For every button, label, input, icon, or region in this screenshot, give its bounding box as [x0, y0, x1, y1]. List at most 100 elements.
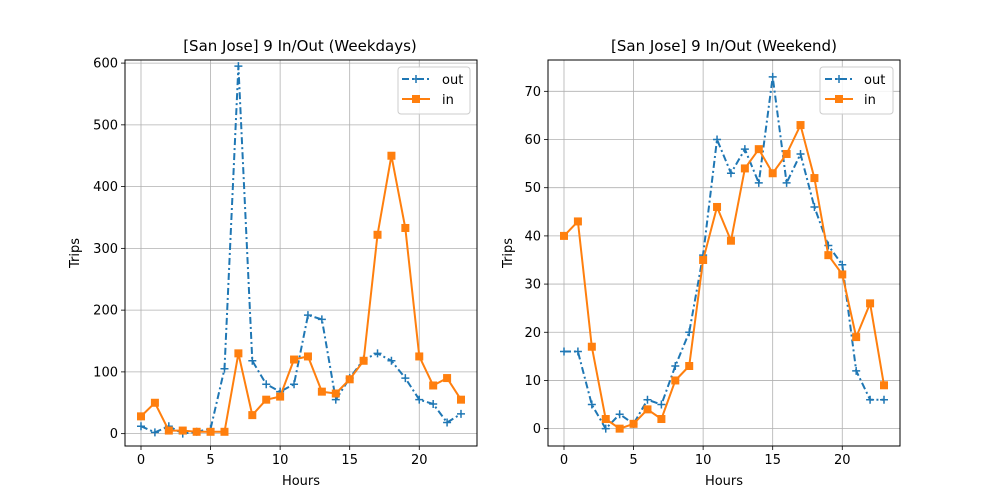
data-point-out [373, 349, 382, 358]
data-point-out [685, 328, 694, 337]
data-point-in [276, 392, 285, 401]
data-point-in [560, 231, 568, 240]
data-point-out [852, 366, 861, 375]
data-point-in [164, 426, 173, 435]
y-tick-label: 20 [524, 326, 541, 341]
y-tick-label: 10 [524, 374, 541, 389]
data-point-in [429, 381, 438, 390]
y-axis-label: Trips [68, 238, 83, 269]
data-point-in [852, 333, 861, 342]
x-axis-label: Hours [705, 474, 743, 489]
data-point-out [866, 395, 875, 404]
data-point-in [331, 389, 340, 398]
grid [548, 60, 900, 446]
data-point-in [699, 255, 708, 264]
plot-frame [547, 59, 901, 447]
data-point-in [192, 427, 201, 436]
data-point-out [782, 178, 791, 187]
legend-out-label: out [864, 73, 885, 88]
series-line-out [140, 65, 462, 435]
data-point-in [359, 356, 368, 365]
y-tick-label: 50 [524, 181, 541, 196]
y-tick-label: 0 [533, 422, 541, 437]
data-point-out [615, 410, 624, 419]
legend-out-label: out [442, 73, 463, 88]
data-point-in [303, 352, 312, 361]
data-point-out [443, 418, 452, 427]
data-point-in [262, 395, 271, 404]
legend-out-marker [835, 75, 843, 83]
chart-title: [San Jose] 9 In/Out (Weekend) [611, 37, 837, 55]
x-axis-label: Hours [282, 474, 320, 489]
data-point-out [150, 428, 159, 437]
data-point-in [629, 419, 638, 428]
x-tick-label: 0 [560, 453, 568, 468]
data-point-in [768, 169, 777, 178]
y-tick-label: 400 [93, 180, 118, 195]
legend: out in [819, 66, 894, 115]
legend-in-marker [412, 95, 420, 103]
y-tick-label: 500 [93, 118, 118, 133]
ticks: 0 5 10 15 20 0 10 20 30 40 50 60 70 [524, 85, 850, 468]
data-point-out [726, 169, 735, 178]
data-point-out [317, 315, 326, 324]
data-point-in [206, 427, 215, 436]
data-point-out [387, 356, 396, 365]
data-point-in [415, 352, 424, 361]
data-point-in [248, 411, 257, 420]
y-tick-label: 40 [524, 229, 541, 244]
data-point-in [671, 376, 680, 385]
y-tick-label: 0 [110, 427, 118, 442]
data-point-out [290, 380, 299, 389]
data-point-out [601, 424, 610, 433]
data-point-in [345, 375, 354, 384]
x-tick-label: 20 [411, 453, 428, 468]
y-axis-label: Trips [501, 238, 516, 269]
data-point-out [560, 347, 568, 356]
data-point-in [713, 202, 722, 211]
data-point-out [248, 356, 257, 365]
x-tick-label: 5 [206, 453, 214, 468]
data-point-in [880, 381, 888, 390]
data-point-out [457, 409, 465, 418]
data-point-out [220, 364, 229, 373]
data-point-in [685, 362, 694, 371]
x-tick-label: 5 [629, 453, 637, 468]
y-tick-label: 600 [93, 57, 118, 72]
data-point-out [671, 362, 680, 371]
data-point-in [443, 374, 452, 383]
data-point-in [754, 145, 763, 154]
series [137, 62, 465, 438]
y-tick-label: 30 [524, 278, 541, 293]
x-tick-label: 15 [764, 453, 781, 468]
grid [125, 60, 477, 446]
data-point-in [810, 174, 819, 183]
data-point-out [303, 311, 312, 320]
legend-in-label: in [864, 93, 876, 108]
y-tick-label: 300 [93, 242, 118, 257]
legend: out in [397, 66, 471, 115]
data-point-out [137, 422, 145, 431]
data-point-in [150, 398, 159, 407]
data-point-out [713, 135, 722, 144]
data-point-out [234, 62, 243, 71]
data-point-in [740, 164, 749, 173]
y-tick-label: 200 [93, 304, 118, 319]
data-point-in [782, 149, 791, 158]
chart-weekend: [San Jose] 9 In/Out (Weekend) 0 5 10 15 20 0 1… [501, 37, 901, 489]
data-point-out [740, 145, 749, 154]
data-point-in [317, 387, 326, 396]
data-point-in [220, 427, 229, 436]
data-point-out [573, 347, 582, 356]
data-point-in [137, 412, 145, 421]
data-point-in [643, 405, 652, 414]
data-point-in [824, 251, 833, 260]
y-tick-label: 70 [524, 85, 541, 100]
legend-in-marker [835, 95, 843, 103]
data-point-in [387, 151, 396, 160]
chart-weekdays: [San Jose] 9 In/Out (Weekdays) 0 5 10 15 200… [68, 37, 478, 489]
data-point-out [415, 395, 424, 404]
legend-out-marker [412, 75, 420, 83]
